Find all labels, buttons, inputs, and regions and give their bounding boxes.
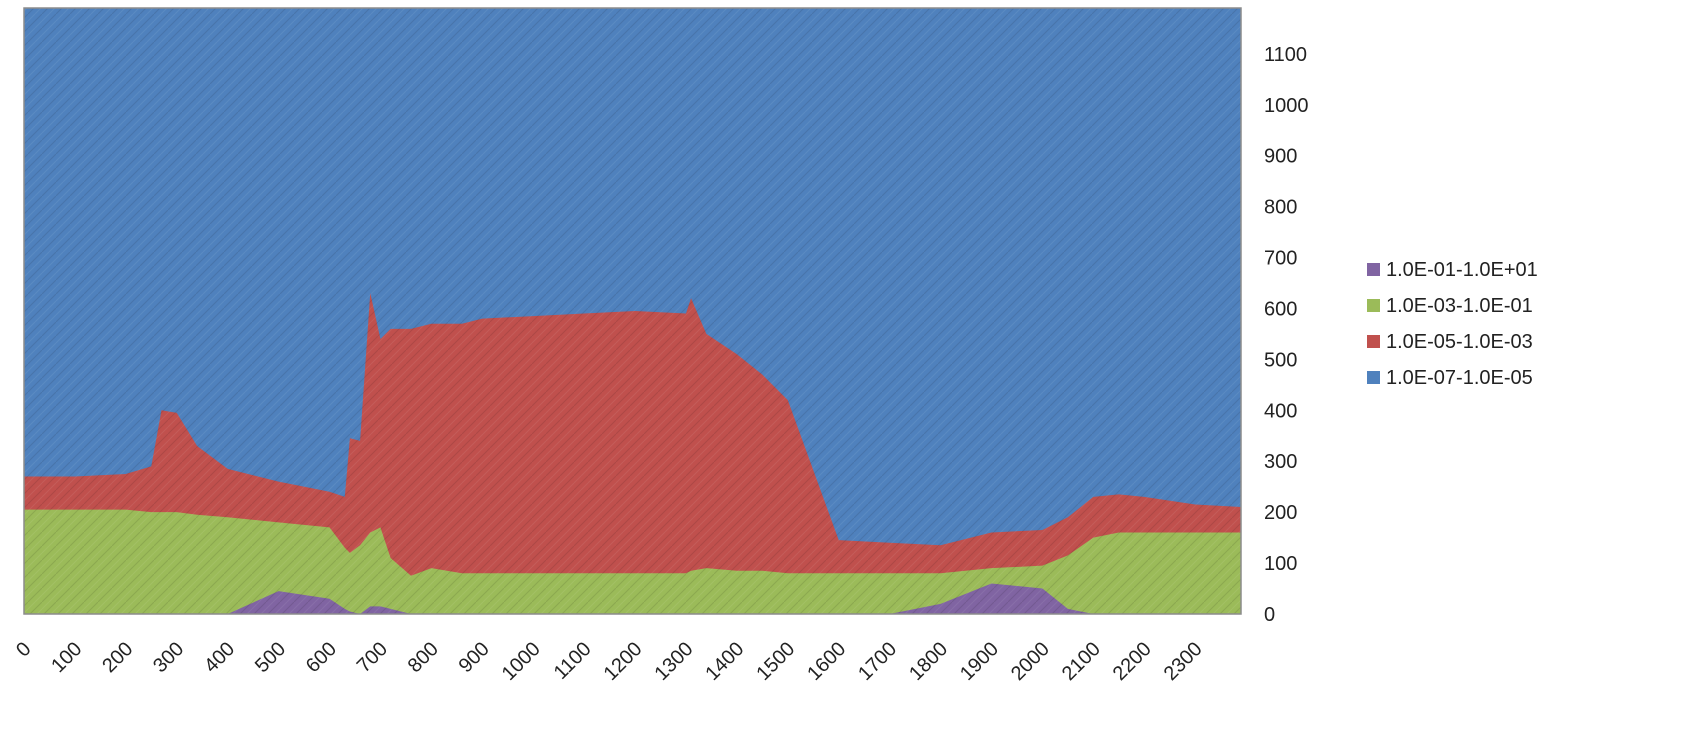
y-tick-label: 1100 xyxy=(1264,44,1307,66)
x-tick-label: 1400 xyxy=(701,638,748,685)
y-tick-label: 400 xyxy=(1264,400,1297,422)
legend-label: 1.0E-05-1.0E-03 xyxy=(1386,331,1533,353)
legend-label: 1.0E-07-1.0E-05 xyxy=(1386,367,1533,389)
x-tick-label: 1500 xyxy=(752,638,799,685)
band-texture xyxy=(24,583,1241,614)
x-tick-label: 600 xyxy=(302,638,341,677)
y-tick-label: 700 xyxy=(1264,248,1297,270)
x-tick-label: 300 xyxy=(149,638,188,677)
legend-swatch xyxy=(1367,299,1380,312)
x-tick-label: 1000 xyxy=(498,638,545,685)
y-tick-label: 200 xyxy=(1264,502,1297,524)
x-tick-label: 1100 xyxy=(550,638,596,684)
x-tick-label: 2200 xyxy=(1109,638,1156,685)
x-tick-label: 400 xyxy=(200,638,239,677)
x-axis-ticks: 0 100 200 300 400 500 600 700 800 900 1000 1100 1200… xyxy=(12,638,1207,685)
x-tick-label: 2100 xyxy=(1058,638,1105,685)
x-tick-label: 700 xyxy=(353,638,392,677)
x-tick-label: 1600 xyxy=(803,638,850,685)
x-tick-label: 1800 xyxy=(905,638,952,685)
x-tick-label: 2300 xyxy=(1160,638,1207,685)
legend-swatch xyxy=(1367,263,1380,276)
x-tick-label: 1300 xyxy=(650,638,697,685)
x-tick-label: 2000 xyxy=(1007,638,1054,685)
y-tick-label: 1000 xyxy=(1264,95,1309,117)
x-tick-label: 1700 xyxy=(854,638,901,685)
plot-border xyxy=(23,7,1242,615)
legend-label: 1.0E-03-1.0E-01 xyxy=(1386,295,1533,317)
y-tick-label: 500 xyxy=(1264,349,1297,371)
x-tick-label: 1200 xyxy=(600,638,647,685)
legend: 1.0E-01-1.0E+01 1.0E-03-1.0E-01 1.0E-05-1.… xyxy=(1367,259,1538,389)
legend-swatch xyxy=(1367,335,1380,348)
y-tick-label: 100 xyxy=(1264,553,1297,575)
y-tick-label: 900 xyxy=(1264,146,1297,168)
x-tick-label: 900 xyxy=(455,638,494,677)
legend-swatch xyxy=(1367,371,1380,384)
legend-label: 1.0E-01-1.0E+01 xyxy=(1386,259,1538,281)
x-tick-label: 200 xyxy=(98,638,137,677)
band-texture xyxy=(24,509,1241,614)
y-tick-label: 600 xyxy=(1264,298,1297,320)
x-tick-label: 500 xyxy=(251,638,290,677)
y-tick-label: 0 xyxy=(1264,604,1275,626)
x-tick-label: 800 xyxy=(404,638,443,677)
y-tick-label: 300 xyxy=(1264,451,1297,473)
y-tick-label: 800 xyxy=(1264,197,1297,219)
x-tick-label: 100 xyxy=(47,638,86,677)
x-tick-label: 0 xyxy=(12,638,35,661)
x-tick-label: 1900 xyxy=(956,638,1003,685)
plot-area xyxy=(23,7,1242,615)
band-texture xyxy=(24,8,1241,614)
y-axis-ticks: 0 100 200 300 400 500 600 700 800 900 1000 1100 xyxy=(1264,44,1309,626)
